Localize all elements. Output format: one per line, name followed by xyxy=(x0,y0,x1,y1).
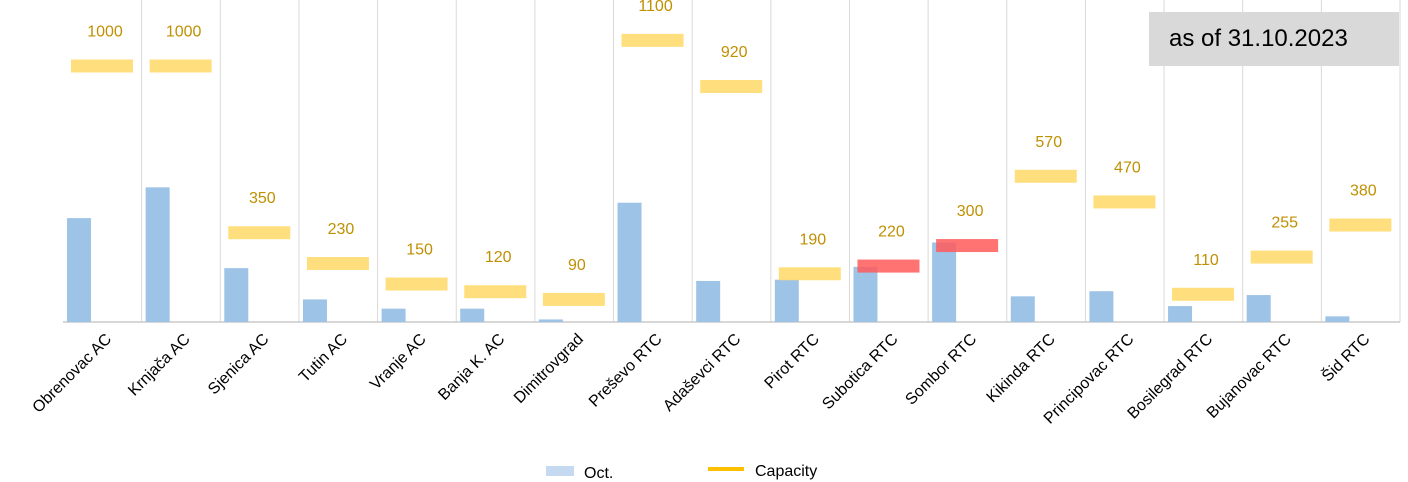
capacity-marker xyxy=(700,80,763,94)
category-label: Bujanovac RTC xyxy=(1204,331,1295,422)
oct-bar xyxy=(1010,296,1035,322)
category-label: Subotica RTC xyxy=(819,331,901,413)
oct-bar xyxy=(1325,316,1350,322)
category-label: Adaševci RTC xyxy=(660,331,744,415)
oct-bar xyxy=(932,242,957,322)
oct-bar xyxy=(1168,306,1193,322)
category-label: Bosilegrad RTC xyxy=(1125,331,1217,423)
category-label: Krnjača AC xyxy=(125,331,194,400)
capacity-label: 220 xyxy=(878,224,905,241)
oct-bar xyxy=(460,308,485,322)
capacity-label: 150 xyxy=(406,242,433,259)
capacity-marker xyxy=(778,267,841,281)
capacity-marker xyxy=(149,59,212,73)
capacity-marker xyxy=(542,292,605,306)
capacity-label: 120 xyxy=(485,249,512,266)
capacity-label: 255 xyxy=(1271,215,1298,232)
capacity-marker xyxy=(1014,169,1077,183)
category-label: Kikinda RTC xyxy=(984,331,1059,406)
legend-capacity-swatch xyxy=(708,467,744,471)
category-label: Preševo RTC xyxy=(586,331,666,411)
capacity-marker xyxy=(385,277,448,291)
capacity-marker xyxy=(1250,250,1313,264)
oct-bar xyxy=(145,187,170,322)
capacity-marker xyxy=(1172,287,1235,301)
capacity-marker xyxy=(1093,195,1156,209)
category-label: Sjenica AC xyxy=(205,331,272,398)
legend-oct-label: Oct. xyxy=(584,465,613,482)
category-label: Obrenovac AC xyxy=(30,331,116,417)
oct-bar xyxy=(224,268,249,322)
capacity-label: 570 xyxy=(1035,134,1062,151)
capacity-label: 920 xyxy=(721,44,748,61)
capacity-label: 90 xyxy=(568,257,586,274)
category-label: Pirot RTC xyxy=(762,331,823,392)
oct-bar xyxy=(853,266,878,322)
capacity-marker xyxy=(464,285,527,299)
capacity-label: 190 xyxy=(799,231,826,248)
oct-bar xyxy=(1089,291,1114,322)
oct-bar xyxy=(381,308,406,322)
category-label: Dimitrovgrad xyxy=(511,331,587,407)
capacity-label: 380 xyxy=(1350,183,1377,200)
oct-bar xyxy=(302,299,327,322)
legend-oct-swatch xyxy=(546,466,574,476)
oct-bar xyxy=(617,202,642,322)
legend-capacity-label: Capacity xyxy=(755,463,817,480)
oct-bar xyxy=(538,319,563,322)
oct-bar xyxy=(696,280,721,322)
date-annotation: as of 31.10.2023 xyxy=(1149,12,1399,66)
category-label: Tutin AC xyxy=(296,331,351,386)
capacity-marker xyxy=(936,239,999,253)
capacity-marker xyxy=(1329,218,1392,232)
capacity-label: 1000 xyxy=(166,24,202,41)
capacity-label: 300 xyxy=(957,203,984,220)
capacity-marker xyxy=(71,59,133,73)
capacity-label: 1000 xyxy=(87,24,123,41)
capacity-label: 470 xyxy=(1114,159,1141,176)
category-label: Vranje AC xyxy=(367,331,430,394)
oct-bar xyxy=(1246,295,1271,322)
oct-bar xyxy=(67,218,91,322)
category-label: Šid RTC xyxy=(1318,329,1374,385)
capacity-marker xyxy=(228,226,291,240)
capacity-marker xyxy=(306,257,369,271)
category-label: Sombor RTC xyxy=(902,331,980,409)
category-label: Banja K. AC xyxy=(435,331,508,404)
capacity-label: 350 xyxy=(249,190,276,207)
capacity-marker xyxy=(621,33,684,47)
capacity-label: 1100 xyxy=(638,0,673,15)
capacity-marker xyxy=(857,259,920,273)
oct-bar xyxy=(774,279,799,322)
capacity-label: 110 xyxy=(1193,252,1219,269)
capacity-label: 230 xyxy=(328,221,355,238)
